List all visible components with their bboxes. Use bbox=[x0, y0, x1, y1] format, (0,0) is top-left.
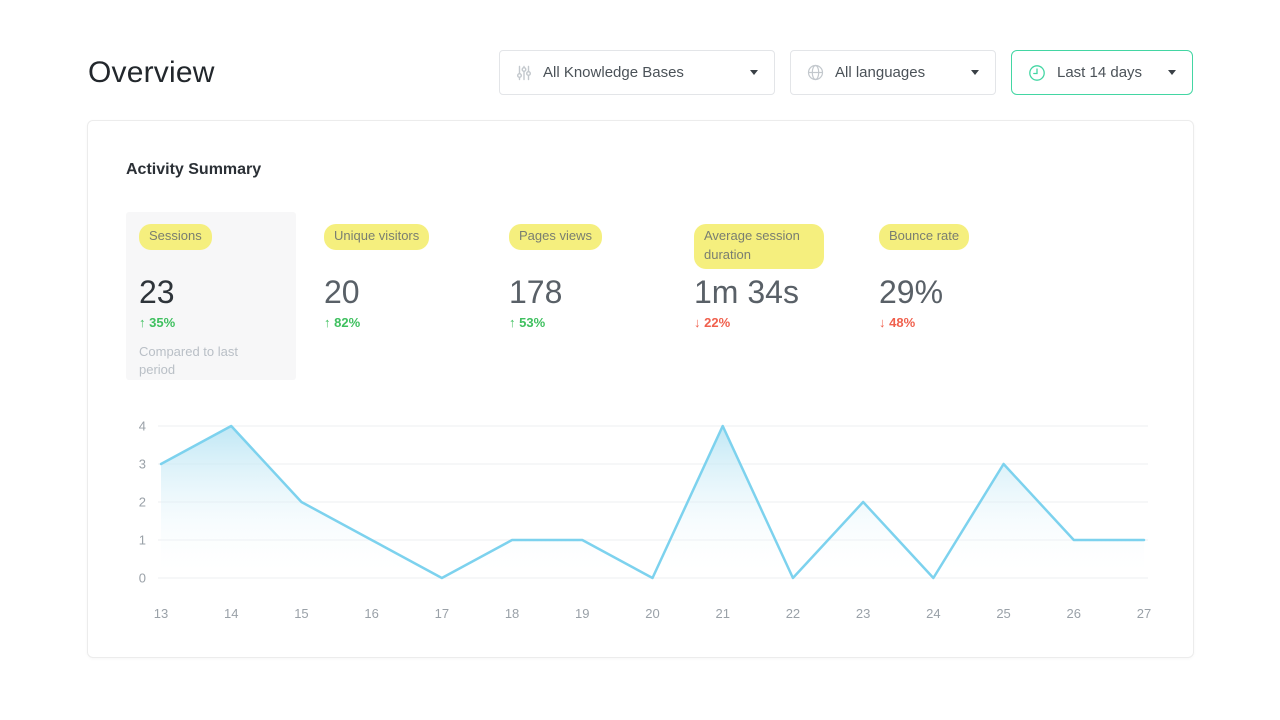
svg-text:22: 22 bbox=[786, 606, 800, 621]
metric-label: Unique visitors bbox=[324, 224, 430, 250]
languages-dropdown[interactable]: All languages bbox=[790, 50, 996, 95]
metric-tile-bounce-rate[interactable]: Bounce rate 29% ↓ 48% bbox=[866, 212, 1036, 380]
down-arrow-icon: ↓ bbox=[694, 314, 701, 330]
svg-text:3: 3 bbox=[139, 457, 146, 472]
date-range-dropdown[interactable]: Last 14 days bbox=[1011, 50, 1193, 95]
clock-icon bbox=[1028, 64, 1046, 82]
metric-trend: ↑ 53% bbox=[509, 314, 546, 330]
chevron-down-icon bbox=[750, 70, 758, 75]
page-title: Overview bbox=[88, 55, 215, 89]
metric-label: Average session duration bbox=[694, 224, 824, 269]
metric-label: Pages views bbox=[509, 224, 602, 250]
up-arrow-icon: ↑ bbox=[324, 314, 331, 330]
svg-text:17: 17 bbox=[435, 606, 449, 621]
metric-tile-pages-views[interactable]: Pages views 178 ↑ 53% bbox=[496, 212, 666, 380]
card-title: Activity Summary bbox=[126, 161, 262, 178]
svg-text:1: 1 bbox=[139, 533, 146, 548]
metric-label: Sessions bbox=[139, 224, 212, 250]
up-arrow-icon: ↑ bbox=[509, 314, 516, 330]
knowledge-bases-dropdown[interactable]: All Knowledge Bases bbox=[499, 50, 775, 95]
chevron-down-icon bbox=[1168, 70, 1176, 75]
up-arrow-icon: ↑ bbox=[139, 314, 146, 330]
metric-trend: ↓ 22% bbox=[694, 314, 731, 330]
sessions-chart-container: 0 1 2 3 4 13 14 15 16 17 18 19 20 21 22 23 24 25 26 27 bbox=[126, 413, 1155, 633]
metric-trend: ↓ 48% bbox=[879, 314, 916, 330]
svg-text:20: 20 bbox=[645, 606, 659, 621]
chevron-down-icon bbox=[971, 70, 979, 75]
activity-summary-card: Activity Summary Sessions 23 ↑ 35% Compa… bbox=[87, 120, 1194, 658]
svg-text:24: 24 bbox=[926, 606, 940, 621]
svg-text:4: 4 bbox=[139, 419, 146, 434]
svg-text:2: 2 bbox=[139, 495, 146, 510]
knowledge-bases-value: All Knowledge Bases bbox=[543, 64, 684, 81]
filters-bar: All Knowledge Bases All languages bbox=[499, 50, 1193, 95]
metric-value: 178 bbox=[509, 274, 563, 310]
page-header: Overview All Knowledge Bases bbox=[0, 0, 1280, 95]
metric-value: 23 bbox=[139, 274, 175, 310]
metrics-row: Sessions 23 ↑ 35% Compared to last perio… bbox=[126, 212, 1155, 380]
metric-label: Bounce rate bbox=[879, 224, 970, 250]
svg-text:21: 21 bbox=[715, 606, 729, 621]
metric-value: 29% bbox=[879, 274, 944, 310]
metric-trend: ↑ 82% bbox=[324, 314, 361, 330]
sliders-icon bbox=[516, 65, 532, 81]
svg-text:19: 19 bbox=[575, 606, 589, 621]
metric-tile-avg-session-duration[interactable]: Average session duration 1m 34s ↓ 22% bbox=[681, 212, 851, 380]
svg-text:0: 0 bbox=[139, 571, 146, 586]
date-range-value: Last 14 days bbox=[1057, 64, 1143, 81]
svg-text:25: 25 bbox=[996, 606, 1010, 621]
metric-value: 1m 34s bbox=[694, 274, 799, 310]
metric-tile-sessions[interactable]: Sessions 23 ↑ 35% Compared to last perio… bbox=[126, 212, 296, 380]
metric-trend: ↑ 35% bbox=[139, 314, 176, 330]
svg-text:13: 13 bbox=[154, 606, 168, 621]
comparison-note: Compared to last period bbox=[139, 343, 238, 378]
down-arrow-icon: ↓ bbox=[879, 314, 886, 330]
svg-text:26: 26 bbox=[1067, 606, 1081, 621]
svg-text:18: 18 bbox=[505, 606, 519, 621]
languages-value: All languages bbox=[835, 64, 926, 81]
svg-text:23: 23 bbox=[856, 606, 870, 621]
svg-text:16: 16 bbox=[364, 606, 378, 621]
globe-icon bbox=[807, 64, 824, 81]
metric-tile-unique-visitors[interactable]: Unique visitors 20 ↑ 82% bbox=[311, 212, 481, 380]
svg-text:27: 27 bbox=[1137, 606, 1151, 621]
svg-text:15: 15 bbox=[294, 606, 308, 621]
svg-text:14: 14 bbox=[224, 606, 238, 621]
metric-value: 20 bbox=[324, 274, 360, 310]
